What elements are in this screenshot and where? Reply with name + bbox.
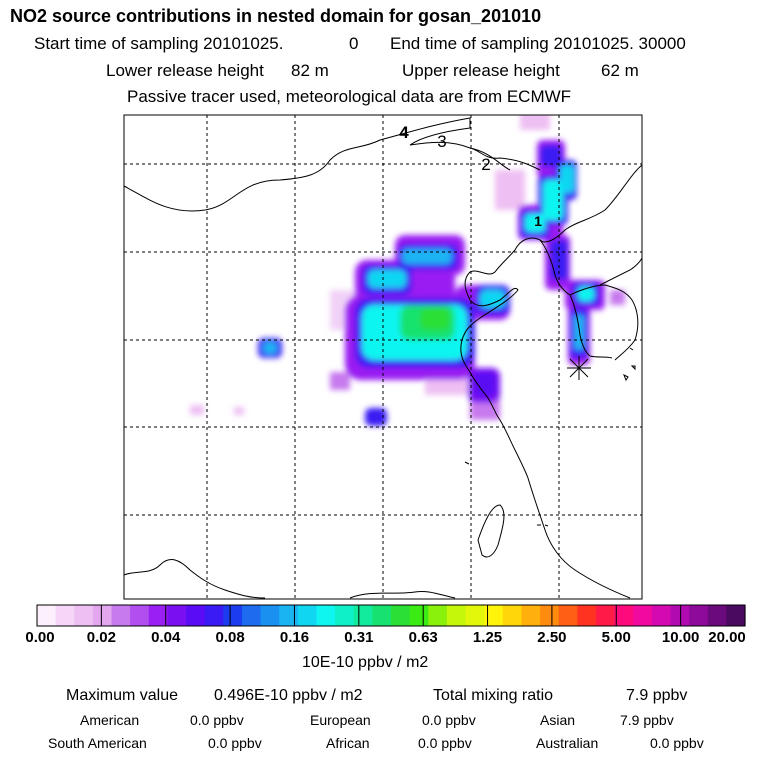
- colorbar-swatch: [130, 605, 150, 626]
- region-value: 7.9 ppbv: [620, 712, 674, 728]
- colorbar: [37, 605, 746, 626]
- map-border: [123, 114, 643, 600]
- colorbar-tick-label: 0.04: [151, 629, 181, 646]
- region-name: African: [326, 735, 370, 751]
- colorbar-swatch: [670, 605, 690, 626]
- colorbar-swatch: [577, 605, 597, 626]
- coastline: [124, 117, 642, 599]
- region-name: American: [80, 712, 140, 728]
- start-time-value: 0: [349, 34, 359, 53]
- colorbar-tick-label: 20.00: [708, 629, 746, 646]
- receptor-asterisk-icon: [567, 356, 591, 380]
- colorbar-swatch: [521, 605, 541, 626]
- colorbar-swatch: [707, 605, 727, 626]
- region-value: 0.0 ppbv: [422, 712, 476, 728]
- colorbar-swatch: [558, 605, 578, 626]
- colorbar-tick-label: 0.16: [279, 629, 310, 646]
- trajectory-marker-2: 2: [481, 155, 490, 174]
- colorbar-swatch: [595, 605, 616, 626]
- concentration-field: [190, 115, 625, 426]
- region-value: 0.0 ppbv: [208, 735, 262, 751]
- colorbar-tick-label: 0.63: [408, 629, 438, 646]
- colorbar-swatch: [409, 605, 429, 626]
- region-name: South American: [48, 735, 147, 751]
- lower-height-label: Lower release height: [106, 61, 264, 80]
- colorbar-swatch: [540, 605, 560, 626]
- colorbar-swatch: [223, 605, 243, 626]
- colorbar-swatch: [446, 605, 467, 626]
- colorbar-swatch: [726, 605, 746, 626]
- colorbar-swatch: [74, 605, 94, 626]
- upper-height-value: 62 m: [601, 61, 639, 80]
- total-mixing-value: 7.9 ppbv: [626, 687, 688, 704]
- colorbar-tick-label: 0.08: [215, 629, 245, 646]
- colorbar-tick-label: 1.25: [472, 629, 503, 646]
- colorbar-swatch: [484, 605, 504, 626]
- colorbar-tick-label: 5.00: [601, 629, 631, 646]
- colorbar-swatch: [204, 605, 224, 626]
- colorbar-swatch: [689, 605, 709, 626]
- upper-height-label: Upper release height: [402, 61, 560, 80]
- region-name: Australian: [536, 735, 599, 751]
- colorbar-swatch: [316, 605, 336, 626]
- region-value: 0.0 ppbv: [418, 735, 472, 751]
- colorbar-swatch: [428, 605, 448, 626]
- colorbar-swatch: [111, 605, 131, 626]
- colorbar-tick-label: 10.00: [661, 629, 700, 646]
- colorbar-swatch: [186, 605, 206, 626]
- start-time-label: Start time of sampling 20101025.: [34, 34, 284, 53]
- region-value: 0.0 ppbv: [650, 735, 704, 751]
- trajectory-marker-3: 3: [437, 132, 446, 151]
- colorbar-swatch: [167, 605, 187, 626]
- colorbar-swatch: [92, 605, 113, 626]
- colorbar-swatch: [37, 605, 57, 626]
- colorbar-swatch: [372, 605, 392, 626]
- max-value: 0.496E-10 ppbv / m2: [214, 687, 363, 704]
- colorbar-swatch: [651, 605, 672, 626]
- region-name: Asian: [540, 712, 576, 728]
- colorbar-swatch: [260, 605, 280, 626]
- colorbar-swatch: [148, 605, 169, 626]
- colorbar-swatch: [55, 605, 75, 626]
- colorbar-units: 10E-10 ppbv / m2: [302, 654, 429, 671]
- trajectory-marker-4: 4: [399, 123, 409, 142]
- region-value: 0.0 ppbv: [190, 712, 244, 728]
- colorbar-swatch: [633, 605, 653, 626]
- colorbar-swatch: [465, 605, 485, 626]
- colorbar-swatch: [297, 605, 318, 626]
- end-time-label: End time of sampling 20101025. 30000: [390, 34, 686, 53]
- colorbar-swatch: [241, 605, 262, 626]
- region-name: European: [310, 712, 371, 728]
- colorbar-swatch: [614, 605, 634, 626]
- tracer-note: Passive tracer used, meteorological data…: [127, 87, 572, 106]
- colorbar-swatch: [353, 605, 373, 626]
- colorbar-swatch: [335, 605, 355, 626]
- total-mixing-label: Total mixing ratio: [433, 687, 554, 704]
- graticule: [124, 115, 642, 599]
- plot-title: NO2 source contributions in nested domai…: [10, 6, 542, 26]
- colorbar-tick-label: 0.00: [25, 629, 55, 646]
- colorbar-swatch: [279, 605, 299, 626]
- colorbar-tick-label: 2.50: [537, 629, 567, 646]
- colorbar-tick-label: 0.02: [86, 629, 116, 646]
- colorbar-swatch: [502, 605, 523, 626]
- colorbar-swatch: [391, 605, 411, 626]
- colorbar-tick-label: 0.31: [344, 629, 374, 646]
- colorbar-tick-marks: [36, 605, 746, 626]
- trajectory-marker-1: 1: [534, 213, 542, 229]
- lower-height-value: 82 m: [291, 61, 329, 80]
- max-value-label: Maximum value: [66, 687, 179, 704]
